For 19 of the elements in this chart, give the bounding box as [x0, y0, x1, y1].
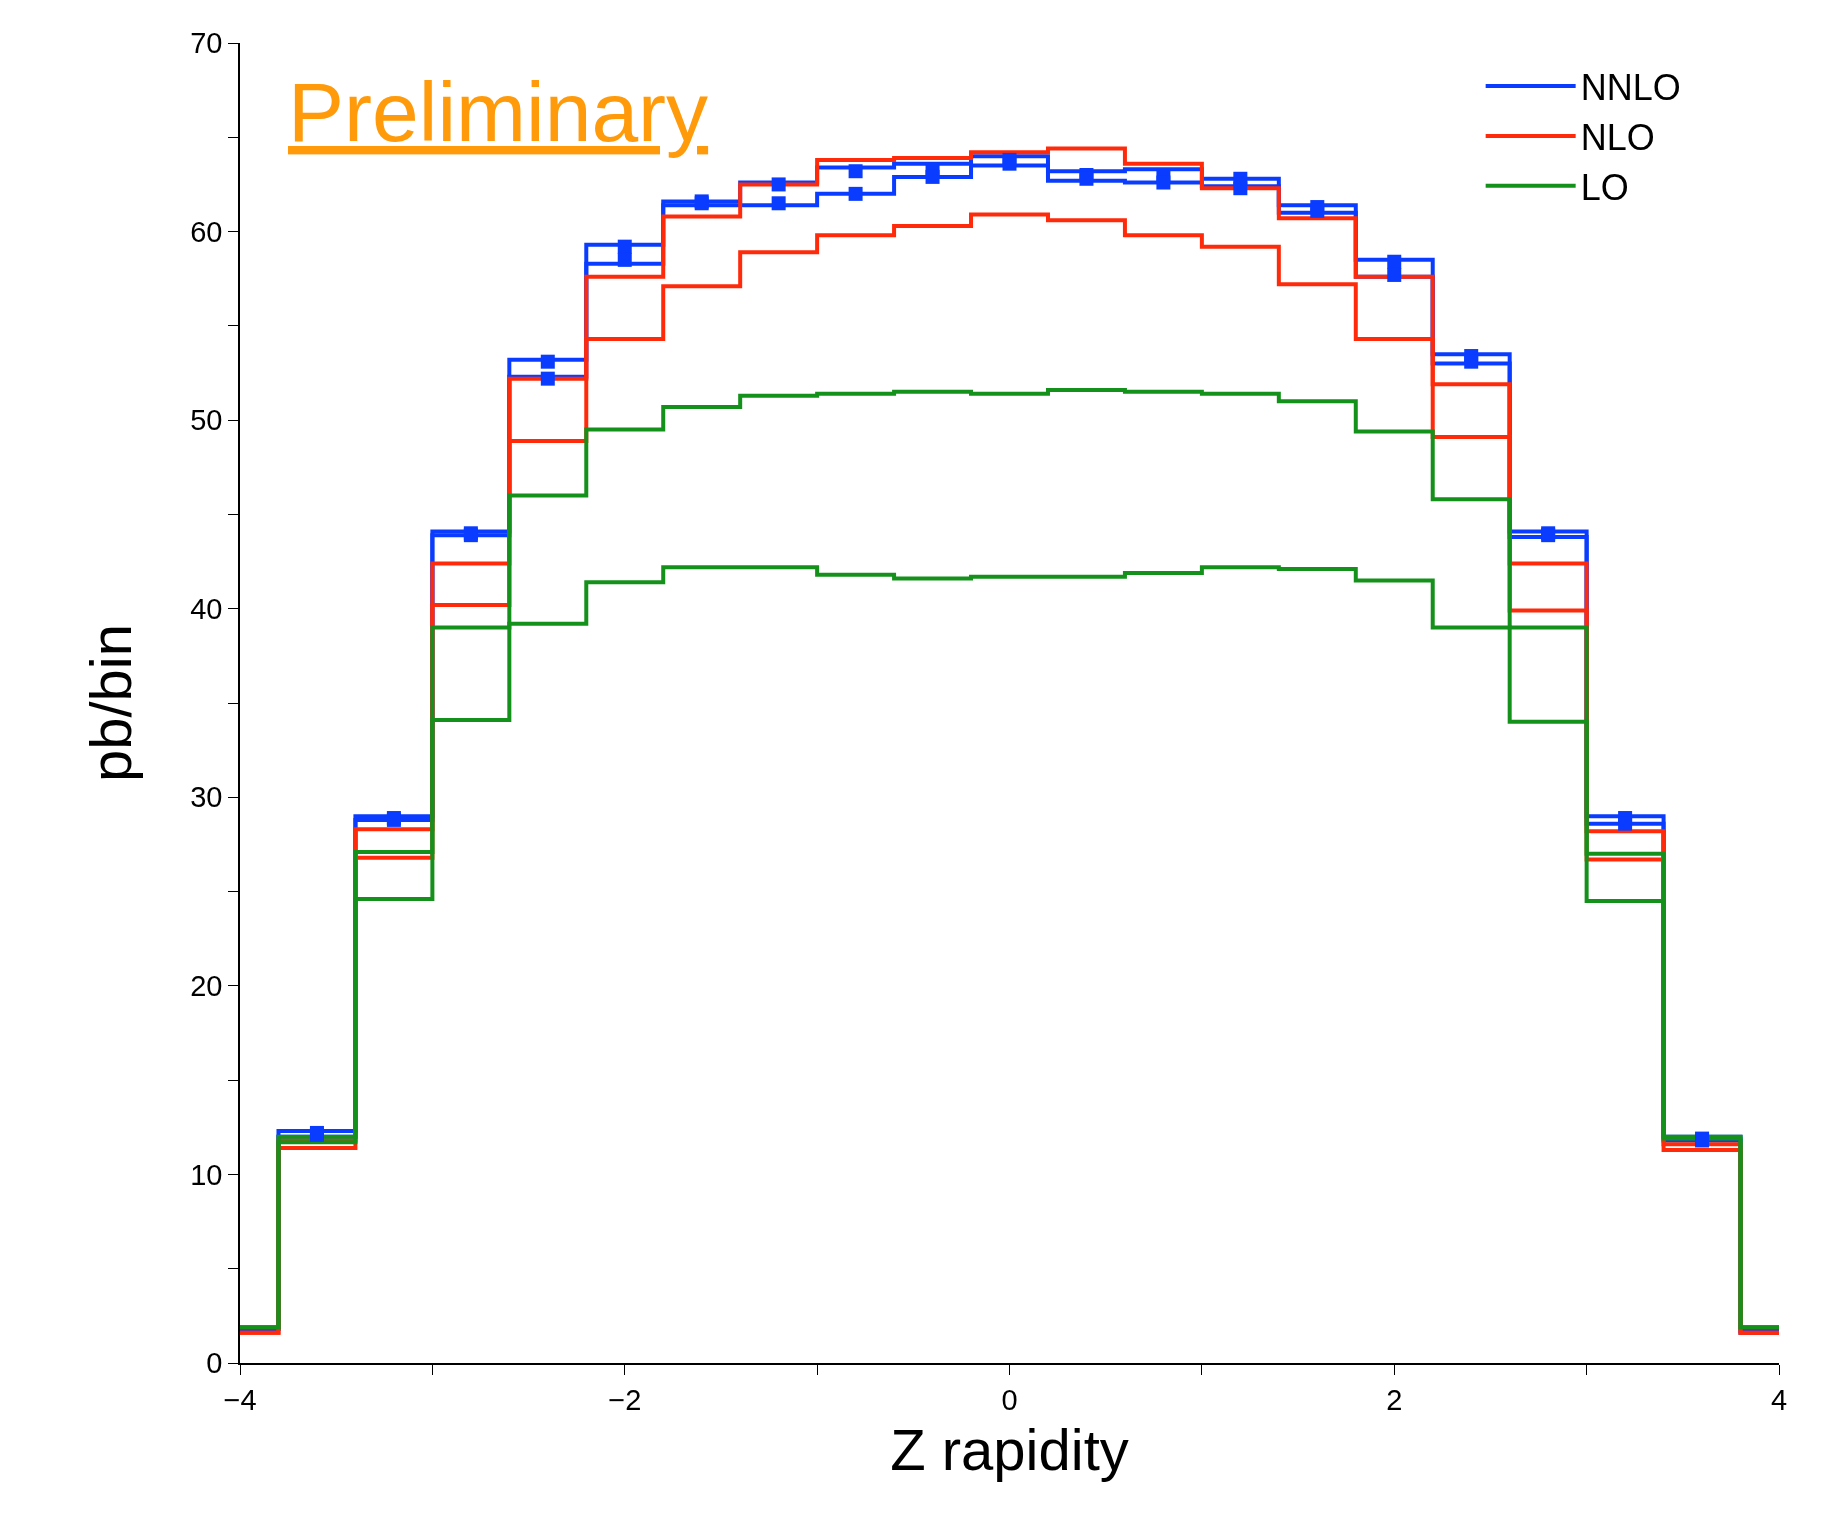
- y-tick-label: 0: [206, 1347, 223, 1380]
- y-tick-label: 60: [190, 215, 223, 248]
- y-tick-label: 10: [190, 1158, 223, 1191]
- x-tick-label: −2: [608, 1383, 642, 1416]
- x-tick-label: 0: [1001, 1383, 1018, 1416]
- x-axis-title: Z rapidity: [890, 1417, 1129, 1483]
- legend-label: NLO: [1580, 116, 1655, 158]
- y-tick-label: 50: [190, 404, 223, 437]
- y-tick-label: 40: [190, 592, 223, 625]
- y-tick-label: 30: [190, 781, 223, 814]
- x-tick-label: 2: [1386, 1383, 1403, 1416]
- legend-label: LO: [1580, 166, 1629, 208]
- x-tick-label: 4: [1770, 1383, 1788, 1416]
- y-tick-label: 70: [190, 27, 223, 60]
- annotation: Preliminary: [288, 65, 709, 159]
- legend-label: NNLO: [1580, 67, 1681, 109]
- x-tick-label: −4: [223, 1383, 257, 1416]
- y-tick-label: 20: [190, 970, 223, 1003]
- y-axis-title: pb/bin: [77, 623, 143, 783]
